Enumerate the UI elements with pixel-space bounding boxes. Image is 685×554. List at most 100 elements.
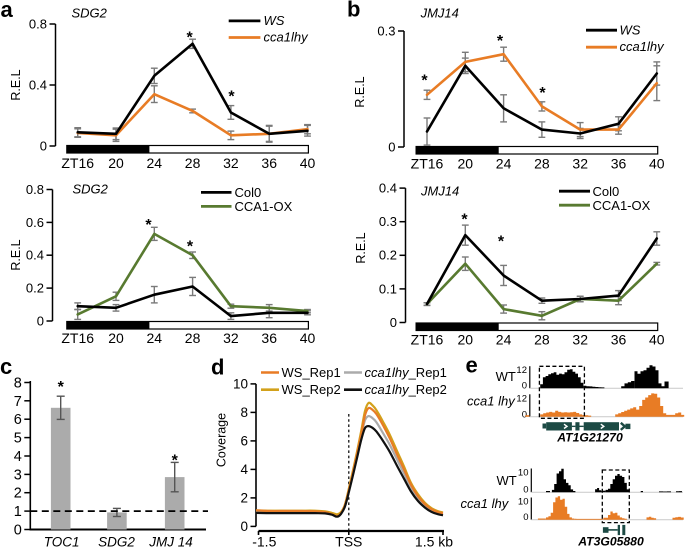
svg-text:0.3: 0.3 (379, 214, 397, 229)
svg-text:TSS: TSS (335, 534, 362, 550)
svg-text:*: * (228, 89, 235, 106)
svg-text:-1.5: -1.5 (252, 534, 276, 550)
svg-text:ZT16: ZT16 (411, 156, 444, 172)
svg-text:WS: WS (620, 23, 641, 38)
svg-text:*: * (172, 453, 179, 470)
svg-text:40: 40 (300, 330, 316, 346)
svg-text:0.8: 0.8 (26, 182, 44, 197)
svg-text:*: * (421, 73, 428, 90)
svg-text:36: 36 (611, 156, 627, 172)
svg-text:R.E.L: R.E.L (353, 76, 367, 107)
svg-text:32: 32 (572, 332, 588, 348)
svg-text:28: 28 (185, 330, 201, 346)
svg-text:12: 12 (516, 365, 527, 376)
svg-text:0: 0 (523, 512, 528, 523)
svg-text:*: * (497, 33, 504, 50)
svg-text:e: e (466, 353, 478, 378)
svg-text:cca1 lhy: cca1 lhy (467, 393, 516, 408)
svg-text:4: 4 (240, 462, 248, 477)
svg-text:4: 4 (14, 449, 22, 465)
svg-text:6: 6 (240, 434, 248, 449)
svg-text:3: 3 (14, 467, 22, 483)
svg-text:32: 32 (572, 156, 588, 172)
svg-text:40: 40 (649, 332, 665, 348)
svg-text:0.1: 0.1 (379, 281, 397, 296)
svg-text:10: 10 (233, 377, 248, 392)
svg-text:Col0: Col0 (235, 185, 262, 200)
svg-text:*: * (461, 212, 468, 229)
svg-text:2: 2 (240, 491, 248, 506)
svg-text:CCA1-OX: CCA1-OX (235, 199, 293, 214)
svg-text:0.4: 0.4 (26, 248, 44, 263)
svg-text:WT: WT (496, 369, 516, 384)
svg-text:36: 36 (261, 330, 277, 346)
svg-text:cca1lhy: cca1lhy (264, 30, 310, 45)
svg-text:JMJ14: JMJ14 (420, 6, 459, 21)
svg-text:40: 40 (300, 155, 316, 171)
svg-text:40: 40 (649, 156, 665, 172)
svg-text:c: c (0, 354, 12, 379)
svg-text:SDG2: SDG2 (98, 535, 135, 550)
svg-text:20: 20 (458, 156, 474, 172)
svg-text:WS: WS (264, 13, 285, 28)
svg-text:2: 2 (14, 486, 22, 502)
svg-text:ZT16: ZT16 (61, 155, 94, 171)
svg-text:7: 7 (14, 394, 22, 410)
svg-text:CCA1-OX: CCA1-OX (593, 198, 651, 213)
svg-text:TOC1: TOC1 (44, 535, 80, 550)
svg-text:ZT16: ZT16 (61, 330, 94, 346)
svg-text:a: a (1, 0, 14, 22)
svg-text:*: * (186, 30, 193, 47)
svg-text:*: * (145, 217, 152, 234)
svg-text:JMJ14: JMJ14 (420, 184, 459, 199)
svg-text:AT3G05880: AT3G05880 (577, 534, 644, 548)
svg-text:0: 0 (388, 139, 395, 154)
svg-text:6: 6 (14, 412, 22, 428)
svg-text:10: 10 (518, 468, 529, 479)
svg-text:cca1lhy: cca1lhy (620, 39, 666, 54)
svg-text:0: 0 (523, 485, 528, 496)
svg-text:32: 32 (223, 155, 239, 171)
svg-text:0: 0 (40, 138, 47, 153)
svg-text:0.6: 0.6 (26, 215, 44, 230)
svg-text:cca1 lhy: cca1 lhy (461, 496, 510, 511)
svg-text:Col0: Col0 (593, 184, 620, 199)
svg-text:0: 0 (522, 381, 527, 392)
svg-text:JMJ 14: JMJ 14 (148, 535, 193, 550)
svg-text:24: 24 (147, 330, 163, 346)
svg-text:0: 0 (522, 409, 527, 420)
svg-text:0.8: 0.8 (29, 16, 47, 31)
svg-text:WT: WT (497, 473, 517, 488)
svg-text:36: 36 (261, 155, 277, 171)
svg-text:0.3: 0.3 (377, 23, 395, 38)
svg-text:8: 8 (240, 405, 248, 420)
svg-text:0: 0 (14, 523, 22, 539)
svg-text:24: 24 (496, 332, 512, 348)
svg-text:20: 20 (458, 332, 474, 348)
svg-text:WS_Rep1: WS_Rep1 (282, 365, 341, 380)
svg-text:0: 0 (390, 315, 397, 330)
svg-text:10: 10 (518, 497, 529, 508)
svg-text:AT1G21270: AT1G21270 (556, 431, 623, 445)
svg-text:12: 12 (516, 393, 527, 404)
svg-text:0.2: 0.2 (379, 248, 397, 263)
svg-text:*: * (539, 85, 546, 102)
svg-text:0.4: 0.4 (29, 77, 47, 92)
svg-text:SDG2: SDG2 (73, 182, 109, 197)
svg-text:*: * (498, 234, 505, 251)
svg-text:d: d (211, 355, 224, 380)
svg-text:24: 24 (496, 156, 512, 172)
svg-text:R.E.L: R.E.L (354, 232, 368, 263)
svg-text:0.4: 0.4 (379, 181, 397, 196)
svg-text:1.5 kb: 1.5 kb (415, 534, 453, 550)
svg-text:5: 5 (14, 431, 22, 447)
svg-text:b: b (347, 0, 360, 22)
svg-text:0.2: 0.2 (26, 281, 44, 296)
svg-text:*: * (187, 239, 194, 256)
svg-text:SDG2: SDG2 (72, 6, 108, 21)
svg-text:24: 24 (147, 155, 163, 171)
svg-text:8: 8 (14, 376, 22, 392)
svg-text:cca1lhy_Rep1: cca1lhy_Rep1 (365, 365, 447, 380)
svg-text:36: 36 (611, 332, 627, 348)
svg-text:32: 32 (223, 330, 239, 346)
